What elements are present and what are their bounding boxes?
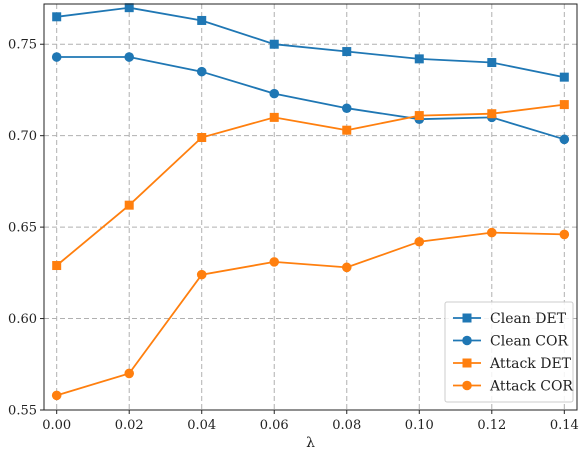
- y-tick-label: 0.55: [8, 404, 37, 419]
- data-point: [414, 54, 424, 64]
- legend-marker: [462, 335, 472, 346]
- x-axis-label: λ: [306, 435, 315, 451]
- data-point: [52, 12, 62, 22]
- legend-marker: [462, 358, 472, 368]
- y-tick-label: 0.75: [8, 38, 37, 53]
- legend-item: Clean COR: [453, 334, 568, 350]
- series-clean-det: [52, 3, 569, 82]
- data-point: [487, 109, 497, 119]
- plot-frame: [43, 3, 578, 411]
- data-point: [51, 52, 62, 62]
- data-point: [414, 236, 425, 247]
- y-tick-label: 0.65: [8, 221, 37, 236]
- data-point: [52, 261, 62, 271]
- data-point: [124, 3, 134, 13]
- data-point: [342, 125, 352, 135]
- x-tick-label: 0.04: [187, 418, 216, 433]
- legend-label: Clean COR: [490, 334, 568, 350]
- series-attack-det: [52, 100, 569, 271]
- legend-item: Attack COR: [453, 379, 573, 395]
- data-point: [51, 390, 62, 401]
- y-tick-label: 0.60: [8, 312, 37, 327]
- data-point: [124, 200, 134, 210]
- data-point: [341, 103, 352, 114]
- data-point: [559, 72, 569, 82]
- legend-marker: [462, 313, 472, 323]
- data-point: [486, 227, 497, 238]
- legend-label: Clean DET: [490, 311, 567, 327]
- x-tick-label: 0.10: [405, 418, 434, 433]
- data-point: [269, 112, 279, 122]
- x-tick-label: 0.12: [477, 418, 506, 433]
- legend-label: Attack DET: [489, 356, 572, 372]
- data-point: [124, 368, 135, 379]
- data-point: [196, 66, 207, 77]
- series-line: [56, 103, 565, 267]
- legend-label: Attack COR: [489, 379, 573, 395]
- data-point: [197, 133, 207, 143]
- legend-marker: [462, 380, 472, 391]
- series-line: [56, 56, 565, 141]
- data-point: [559, 134, 570, 145]
- data-point: [559, 100, 569, 110]
- data-point: [342, 47, 352, 57]
- data-point: [269, 88, 280, 99]
- series-attack-cor: [51, 227, 570, 401]
- data-point: [341, 262, 352, 273]
- x-tick-label: 0.00: [42, 418, 71, 433]
- legend-item: Clean DET: [453, 311, 567, 327]
- data-point: [197, 15, 207, 25]
- data-point: [559, 229, 570, 240]
- legend-box: [444, 301, 574, 403]
- data-point: [269, 39, 279, 49]
- series-line: [56, 6, 565, 79]
- series-lines: [51, 3, 570, 401]
- x-tick-label: 0.14: [550, 418, 579, 433]
- legend: Clean DET Clean COR Attack DET Attack COR: [444, 301, 574, 403]
- data-point: [269, 257, 280, 267]
- legend-item: Attack DET: [453, 356, 572, 372]
- series-line: [56, 231, 565, 397]
- y-tick-label: 0.70: [8, 129, 37, 144]
- data-point: [124, 52, 135, 62]
- x-tick-label: 0.02: [115, 418, 144, 433]
- x-tick-label: 0.08: [332, 418, 361, 433]
- x-tick-label: 0.06: [260, 418, 289, 433]
- data-point: [196, 269, 207, 280]
- axis-ticks: 0.00 0.02 0.04 0.06 0.08 0.10 0.12 0.14 0.55 0.60…: [8, 38, 579, 433]
- data-point: [487, 58, 497, 68]
- data-point: [414, 111, 424, 121]
